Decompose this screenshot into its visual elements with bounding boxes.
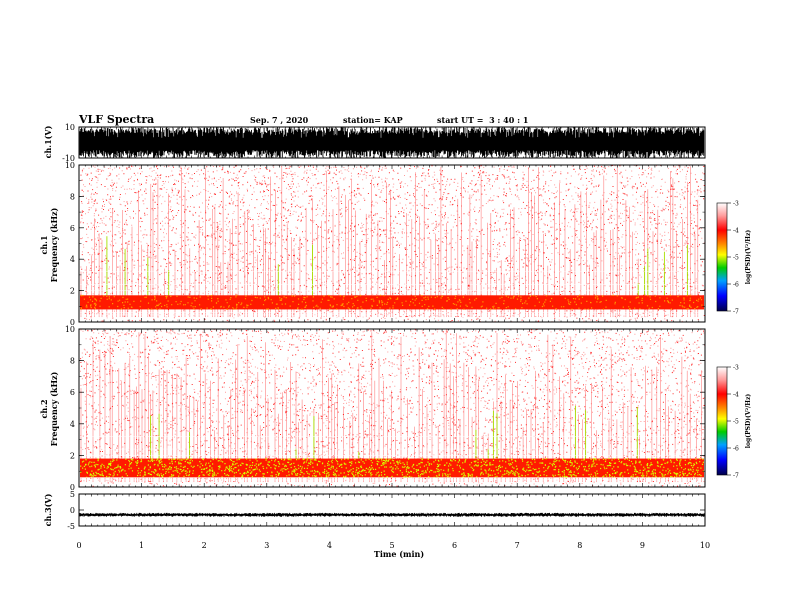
ch1-spectrogram-sferics-strong [106, 236, 688, 299]
ch2-colorbar-tick-label: -7 [733, 473, 739, 480]
ch2-spectrogram-band-highlights [80, 458, 704, 479]
x-tick-label: 3 [264, 541, 269, 550]
ch1-spec-ylabel-freq: Frequency (kHz) [49, 207, 59, 282]
ch1-colorbar-label: log(PSD)(V²/Hz) [745, 230, 752, 285]
ch2-spec-ylabel-ch: ch.2 [39, 399, 49, 418]
ch2-colorbar-ticks: -3 -4 -5 -6 -7 [727, 365, 739, 480]
ch2-colorbar-tick-label: -5 [733, 419, 739, 426]
ch1-spectrogram-ytick-label: 0 [70, 318, 75, 327]
x-tick-label: 8 [577, 541, 582, 550]
ch2-spectrogram-ytick-label: 4 [70, 420, 75, 429]
ch2-colorbar-tick-label: -4 [733, 392, 739, 399]
ch3-waveform-ytick-label: -5 [67, 522, 75, 531]
ch2-spectrogram-ytick-label: 2 [70, 451, 75, 460]
ch1-spectrogram-band [80, 295, 704, 310]
ch1-spectrogram-ytick-label: 10 [65, 161, 75, 170]
x-axis-label: Time (min) [374, 549, 424, 559]
ch2-colorbar-tick-label: -6 [733, 446, 739, 453]
x-tick-label: 1 [139, 541, 144, 550]
ch2-spectrogram-ytick-label: 6 [70, 388, 75, 397]
x-tick-label: 2 [202, 541, 207, 550]
x-tick-label: 7 [515, 541, 520, 550]
ch1-waveform-panel: 10 -10 [62, 123, 706, 163]
ch3-waveform-frame [78, 493, 706, 527]
ch1-colorbar-ticks: -3 -4 -5 -6 -7 [727, 201, 739, 316]
ch2-colorbar-label: log(PSD)(V²/Hz) [745, 394, 752, 449]
ch1-colorbar-tick-label: -3 [733, 201, 739, 208]
ch3-waveform-panel: 5 0 -5 [67, 490, 706, 531]
ch2-spectrogram-ytick-label: 10 [65, 325, 75, 334]
ch1-waveform-ylabel: ch.1(V) [43, 125, 53, 158]
x-tick-label: 0 [76, 541, 81, 550]
ch2-spectrogram-sferics [80, 330, 702, 483]
ch3-waveform-ytick-label: 0 [70, 506, 75, 515]
ch2-spec-ylabel-freq: Frequency (kHz) [49, 371, 59, 446]
ch2-spectrogram-ytick-label: 0 [70, 483, 75, 492]
ch3-waveform-trace [79, 512, 705, 517]
ch1-waveform-trace [79, 127, 705, 158]
ch3-waveform-ytick-label: 5 [70, 490, 75, 499]
ch1-waveform-ytick-label: -10 [62, 154, 75, 163]
ch1-spectrogram-ytick-label: 6 [70, 224, 75, 233]
ch1-spectrogram-ytick-label: 2 [70, 287, 75, 296]
ch1-colorbar-tick-label: -4 [733, 228, 739, 235]
ch3-waveform-ylabel: ch.3(V) [43, 493, 53, 526]
chart-title: VLF Spectra [79, 113, 155, 126]
ch1-spectrogram-sferics [80, 166, 699, 318]
ch1-spectrogram-ytick-label: 8 [70, 192, 75, 201]
station-label: station= KAP [343, 115, 403, 125]
ch2-colorbar-tick-label: -3 [733, 365, 739, 372]
date-label: Sep. 7 , 2020 [250, 115, 309, 125]
ch1-spec-ylabel-ch: ch.1 [39, 235, 49, 254]
x-tick-label: 10 [700, 541, 710, 550]
time-axis: 0 1 2 3 4 5 6 7 8 9 10 [76, 541, 710, 550]
ch1-colorbar-tick-label: -6 [733, 282, 739, 289]
x-tick-label: 9 [640, 541, 645, 550]
ch1-spectrogram-panel: 0 2 4 6 8 10 [65, 161, 706, 327]
start-time-label: start UT = 3 : 40 : 1 [437, 115, 529, 125]
ch1-spectrogram-ytick-label: 4 [70, 255, 75, 264]
ch1-spectrogram-band-highlights [80, 294, 703, 310]
x-tick-label: 4 [327, 541, 332, 550]
ch2-spectrogram-sferics-strong [150, 405, 638, 464]
ch2-spectrogram-panel: 0 2 4 6 8 10 [65, 325, 706, 492]
ch1-waveform-ytick-label: 10 [65, 123, 75, 132]
ch1-colorbar-tick-label: -7 [733, 309, 739, 316]
x-tick-label: 6 [452, 541, 457, 550]
ch2-spectrogram-ytick-label: 8 [70, 357, 75, 366]
x-tick-label: 5 [389, 541, 394, 550]
ch1-colorbar-tick-label: -5 [733, 255, 739, 262]
